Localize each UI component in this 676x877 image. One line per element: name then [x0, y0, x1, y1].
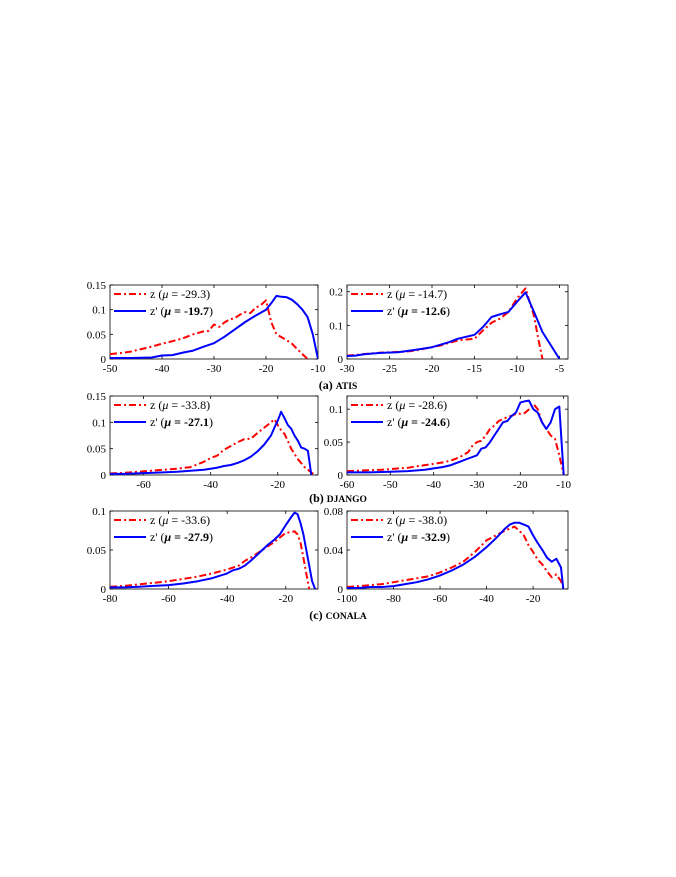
panel-atis-left: -50 -40 -30 -20 -10 0 0.05 0.1 0.15 z (μ = -29.3)… [87, 280, 326, 375]
x-tick-label: -20 [270, 479, 285, 491]
legend-label: z (μ = -33.8) [150, 398, 210, 412]
x-tick-label: -20 [425, 363, 440, 375]
x-tick-label: -40 [220, 593, 235, 605]
y-tick-label: 0.1 [329, 320, 343, 332]
x-tick-label: -10 [510, 363, 525, 375]
y-tick-label: 0.1 [92, 417, 106, 429]
legend-label: z' (μ = -27.1) [150, 415, 213, 429]
x-tick-label: -80 [386, 593, 401, 605]
plot-frame [109, 284, 319, 360]
x-tick-label: -40 [203, 479, 218, 491]
x-tick-label: -60 [161, 593, 176, 605]
series-z-prime-line [110, 410, 313, 475]
y-tick-label: 0.08 [324, 506, 344, 518]
x-tick-label: -25 [382, 363, 397, 375]
y-tick-label: 0 [101, 584, 107, 596]
legend-label: z (μ = -38.0) [387, 513, 447, 527]
y-tick-label: 0.2 [329, 287, 343, 299]
caption-b: (b) DJANGO [309, 491, 367, 505]
y-tick-label: 0.04 [324, 545, 344, 557]
x-tick-label: -30 [207, 363, 222, 375]
x-tick-label: -30 [340, 363, 355, 375]
x-tick-label: -50 [383, 479, 398, 491]
plot-frame [346, 510, 569, 590]
y-tick-label: 0.05 [87, 444, 107, 456]
x-tick-label: -15 [467, 363, 482, 375]
plot-frame [109, 395, 319, 476]
legend-label: z (μ = -28.6) [387, 398, 447, 412]
legend-label: z' (μ = -24.6) [387, 415, 450, 429]
caption-c: (c) CONALA [309, 608, 367, 622]
y-tick-label: 0.05 [324, 437, 344, 449]
y-tick-label: 0 [338, 354, 344, 366]
series-z-prime-line [110, 294, 318, 359]
legend-label: z' (μ = -32.9) [387, 530, 450, 544]
x-tick-label: -40 [479, 593, 494, 605]
y-tick-label: 0.15 [87, 391, 107, 403]
series-z-prime-line [347, 521, 565, 589]
series-z-line [110, 418, 316, 475]
x-tick-label: -60 [433, 593, 448, 605]
series-z-line [347, 525, 565, 589]
x-tick-label: -20 [526, 593, 541, 605]
panel-conala-right: -100 -80 -60 -40 -20 0 0.04 0.08 z (μ = -38.0) z'… [324, 506, 569, 605]
y-tick-label: 0 [338, 470, 344, 482]
y-tick-label: 0.1 [92, 305, 106, 317]
y-tick-label: 0.1 [329, 404, 343, 416]
y-tick-label: 0 [101, 470, 107, 482]
legend-label: z (μ = -14.7) [387, 287, 447, 301]
panel-django-right: -60 -50 -40 -30 -20 -10 0 0.05 0.1 z (μ = -28.6) z… [324, 395, 571, 491]
y-tick-label: 0 [101, 354, 107, 366]
x-tick-label: -40 [155, 363, 170, 375]
plot-frame [346, 284, 569, 360]
legend-label: z' (μ = -19.7) [150, 304, 213, 318]
legend-label: z' (μ = -12.6) [387, 304, 450, 318]
legend-label: z (μ = -33.6) [150, 513, 210, 527]
series-z-prime-line [347, 399, 565, 475]
y-tick-label: 0.05 [87, 545, 107, 557]
series-z-prime-line [110, 511, 317, 589]
y-tick-label: 0.1 [92, 506, 106, 518]
x-tick-label: -30 [470, 479, 485, 491]
x-tick-label: -60 [136, 479, 151, 491]
x-tick-label: -10 [556, 479, 571, 491]
caption-a: (a) ATIS [319, 378, 357, 392]
series-z-line [110, 299, 309, 359]
x-tick-label: -40 [426, 479, 441, 491]
y-tick-label: 0.15 [87, 280, 107, 292]
panel-atis-right: -30 -25 -20 -15 -10 -5 0 0.1 0.2 z (μ = -14.7) z' … [329, 284, 569, 375]
x-tick-label: -60 [340, 479, 355, 491]
series-z-line [110, 530, 311, 589]
legend-label: z' (μ = -27.9) [150, 530, 213, 544]
panel-django-left: -60 -40 -20 0 0.05 0.1 0.15 z (μ = -33.8) z' (μ … [87, 391, 319, 491]
x-tick-label: -20 [259, 363, 274, 375]
x-tick-label: -10 [311, 363, 326, 375]
y-tick-label: 0 [338, 584, 344, 596]
series-z-prime-line [347, 291, 561, 359]
x-tick-label: -20 [278, 593, 293, 605]
plot-frame [346, 395, 569, 476]
legend-label: z (μ = -29.3) [150, 287, 210, 301]
x-tick-label: -5 [555, 363, 565, 375]
x-tick-label: -100 [337, 593, 358, 605]
y-tick-label: 0.05 [87, 329, 107, 341]
x-tick-label: -80 [103, 593, 118, 605]
x-tick-label: -50 [103, 363, 118, 375]
x-tick-label: -20 [513, 479, 528, 491]
panel-conala-left: -80 -60 -40 -20 0 0.05 0.1 z (μ = -33.6) z' (μ =… [87, 506, 319, 605]
